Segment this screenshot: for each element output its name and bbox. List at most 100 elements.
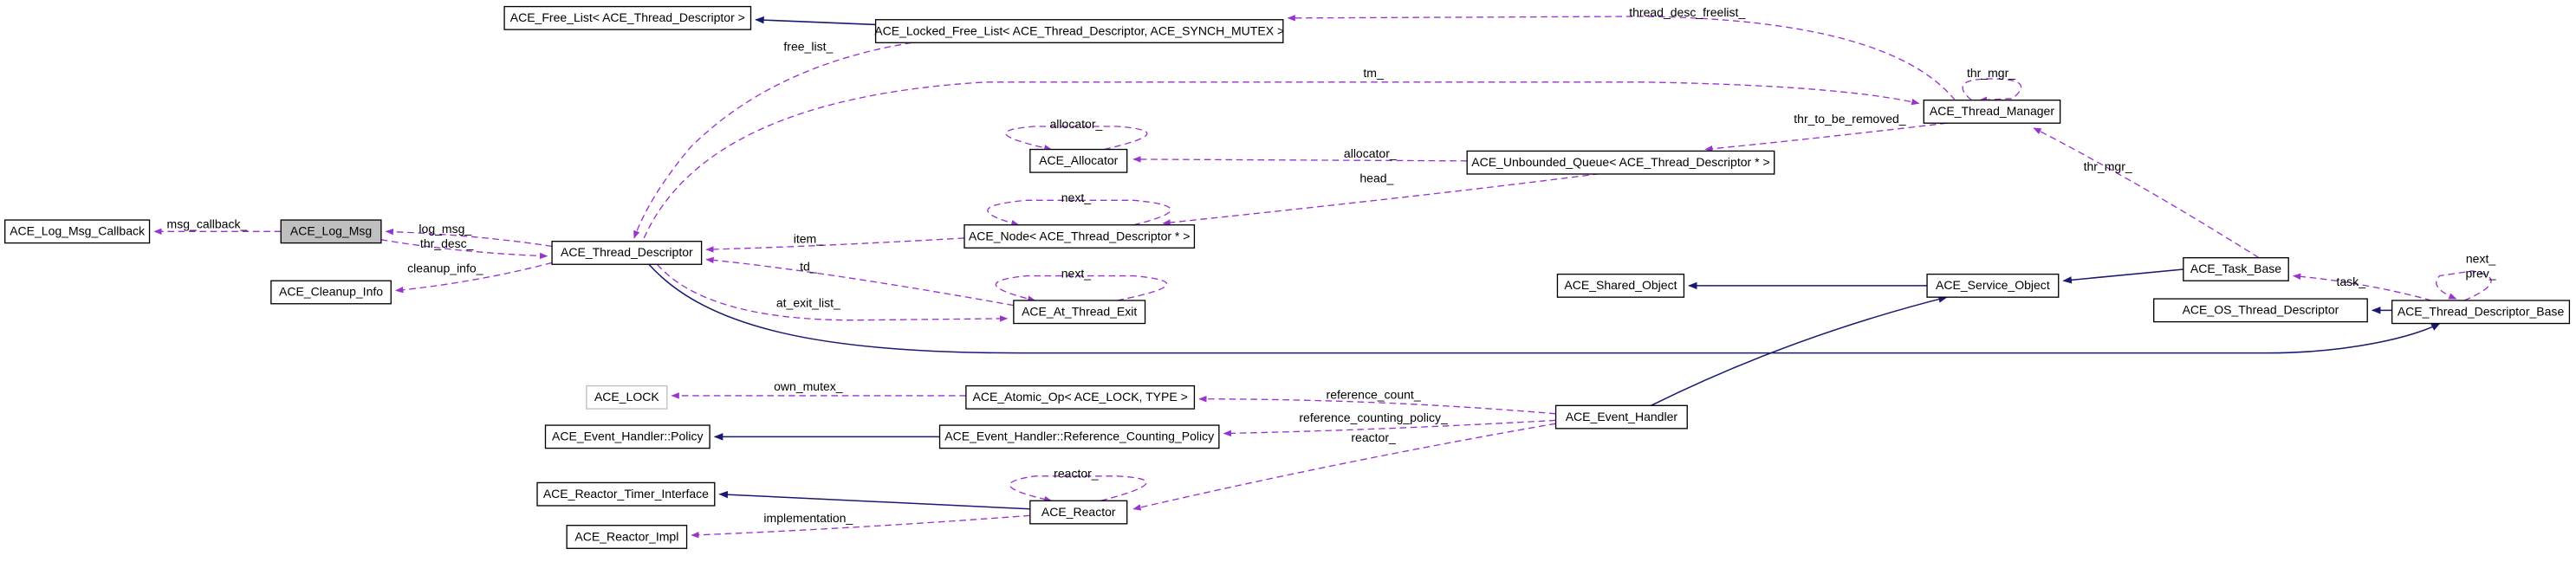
edge-label: allocator_ [1344,146,1397,160]
usage-edge [987,199,1171,227]
class-label[interactable]: ACE_Event_Handler [1566,410,1678,423]
inheritance-edge [648,263,2441,354]
class-node[interactable] [536,481,716,507]
edge-label: task_ [2336,275,2365,288]
class-label[interactable]: ACE_Reactor_Timer_Interface [543,487,709,501]
edge-label: prev_ [2465,266,2495,280]
class-node[interactable] [1923,99,2061,124]
usage-edge [1962,78,2022,103]
class-node[interactable] [964,224,1196,249]
class-node[interactable] [938,424,1220,449]
edge-label: thr_to_be_removed_ [1794,112,1906,126]
edge-label: next_ [1061,191,1091,204]
usage-edge [2033,127,2260,259]
class-node[interactable] [2183,257,2289,281]
class-node[interactable] [1029,148,1128,173]
class-node[interactable] [270,280,392,305]
class-label[interactable]: ACE_Node< ACE_Thread_Descriptor * > [969,229,1191,242]
usage-edge [633,42,912,239]
class-node[interactable] [1013,300,1146,325]
usage-edge [2292,273,2432,301]
usage-edge [705,237,965,253]
edge-label: free_list_ [783,40,833,54]
class-node[interactable] [2153,298,2368,323]
class-label[interactable]: ACE_Unbounded_Queue< ACE_Thread_Descript… [1471,155,1769,169]
inheritance-edge [2062,268,2183,284]
usage-edge [1198,396,1556,415]
class-label[interactable]: ACE_Reactor [1041,505,1116,519]
class-label[interactable]: ACE_Log_Msg_Callback [10,224,146,238]
class-node[interactable] [2391,300,2571,325]
usage-edge [995,275,1168,302]
class-label[interactable]: ACE_Free_List< ACE_Thread_Descriptor > [510,10,745,24]
usage-edge [1223,419,1556,437]
class-label[interactable]: ACE_Atomic_Op< ACE_LOCK, TYPE > [973,390,1188,404]
class-label[interactable]: ACE_Task_Base [2190,262,2281,275]
class-node[interactable] [965,384,1196,410]
inheritance-edge [1651,295,1948,406]
usage-edge [1704,122,1947,152]
class-node[interactable] [1554,404,1688,430]
class-label[interactable]: ACE_Event_Handler::Policy [552,430,704,443]
edge-label: at_exit_list_ [776,295,840,309]
edge-label: td_ [800,260,817,274]
usage-edge [385,228,553,248]
edge-label: own_mutex_ [774,379,843,393]
class-label[interactable]: ACE_Reactor_Impl [574,529,678,543]
usage-edge [691,514,1030,539]
class-label: ACE_Log_Msg [290,224,372,238]
usage-edge [1162,171,1611,226]
class-node [280,219,382,244]
class-label[interactable]: ACE_Thread_Descriptor_Base [2398,305,2565,319]
class-node[interactable] [874,19,1284,43]
class-node[interactable] [1029,500,1128,525]
edge-label: tm_ [1363,66,1384,80]
class-label[interactable]: ACE_Event_Handler::Reference_Counting_Po… [944,430,1214,443]
edge-label: reactor_ [1351,430,1396,444]
edge-label: thread_desc_freelist_ [1629,5,1745,19]
class-label[interactable]: ACE_At_Thread_Exit [1022,305,1137,319]
edge-label: msg_callback_ [167,216,248,230]
edge-label: item_ [794,232,823,246]
usage-edge [1009,475,1147,503]
class-label[interactable]: ACE_Thread_Descriptor [561,245,693,259]
edge-label: next_ [2466,251,2495,265]
edge-label: thr_mgr_ [1967,66,2015,80]
usage-edge [1132,156,1468,163]
usage-edge [395,262,553,294]
edge-label: head_ [1359,171,1393,184]
usage-edge [2436,270,2492,301]
inheritance-edge [755,16,876,26]
class-label[interactable]: ACE_OS_Thread_Descriptor [2183,303,2339,317]
usage-edge [643,81,1920,239]
class-label[interactable]: ACE_Locked_Free_List< ACE_Thread_Descrip… [874,23,1284,37]
edge-label: allocator_ [1050,117,1103,131]
edge-label: implementation_ [763,511,853,525]
class-label[interactable]: ACE_Service_Object [1936,278,2050,292]
class-node[interactable] [551,241,703,265]
edge-label: reference_count_ [1327,388,1421,402]
edge-label: cleanup_info_ [407,262,483,275]
usage-edge [1132,423,1556,511]
edge-label: thr_desc_ [420,236,474,250]
usage-edge [705,256,1014,307]
class-node[interactable] [1466,150,1775,175]
class-label[interactable]: ACE_Cleanup_Info [279,285,383,299]
class-label[interactable]: ACE_Allocator [1039,153,1118,167]
inheritance-edge [718,490,1030,510]
class-node[interactable] [566,525,688,549]
edge-label: next_ [1061,266,1091,280]
class-node[interactable] [1556,273,1685,298]
class-node[interactable] [503,5,752,30]
class-label: ACE_LOCK [594,390,659,404]
class-label[interactable]: ACE_Thread_Manager [1930,104,2054,118]
class-node[interactable] [4,219,151,244]
class-node[interactable] [1926,273,2060,298]
class-node [586,384,668,410]
class-label[interactable]: ACE_Shared_Object [1564,278,1677,292]
class-node[interactable] [544,424,711,449]
edge-label: reference_counting_policy_ [1299,410,1448,424]
